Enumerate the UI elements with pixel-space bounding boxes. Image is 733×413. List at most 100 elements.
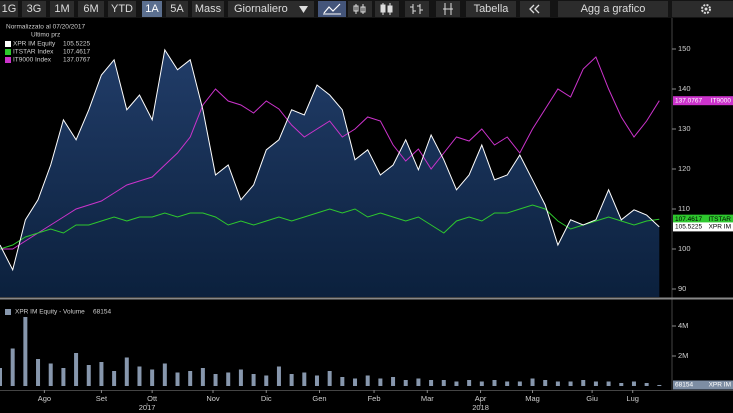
x-tick-label: Feb	[368, 394, 381, 403]
volume-bar	[289, 374, 294, 386]
collapse-button[interactable]	[520, 1, 550, 17]
ohlc-icon[interactable]	[348, 1, 372, 17]
range-button[interactable]: Mass	[192, 1, 224, 17]
y-tick-label: 120	[678, 164, 691, 173]
legend-swatch	[5, 57, 11, 63]
volume-bar	[10, 348, 15, 386]
tag-name: ITSTAR	[708, 216, 731, 223]
legend-title: Normalizzato al 07/20/2017	[6, 24, 86, 31]
volume-bar	[454, 381, 459, 386]
legend-label: IT9000 Index	[13, 57, 52, 64]
line	[0, 48, 660, 272]
volume-bar	[340, 377, 345, 386]
settings-button[interactable]	[672, 1, 733, 17]
volume-bar	[391, 377, 396, 386]
y-tick-label: 2M	[678, 351, 688, 360]
range-button[interactable]: 3G	[22, 1, 46, 17]
x-tick-label: Dic	[261, 394, 272, 403]
x-tick-label: Lug	[626, 394, 639, 403]
volume-bar	[23, 317, 28, 386]
legend-swatch	[5, 41, 11, 47]
volume-bar	[657, 384, 662, 386]
volume-bar	[365, 375, 370, 386]
bar-icon[interactable]	[405, 1, 429, 17]
x-tick-label: Mag	[525, 394, 540, 403]
volume-bar	[238, 369, 243, 386]
x-tick-label: Apr	[475, 394, 487, 403]
last-value-tag	[673, 214, 733, 224]
volume-bar	[403, 380, 408, 386]
range-button[interactable]: YTD	[108, 1, 136, 17]
volume-bar	[226, 372, 231, 386]
volume-bar	[327, 371, 332, 386]
add-to-chart-button[interactable]: Agg a grafico	[558, 1, 668, 17]
volume-bar	[213, 374, 218, 386]
x-tick-label: Ott	[147, 394, 158, 403]
line-chart-icon[interactable]	[318, 1, 346, 17]
x-tick-label: Ago	[38, 394, 51, 403]
volume-bar	[593, 381, 598, 386]
volume-bar	[302, 372, 307, 386]
dropdown-arrow	[299, 6, 308, 13]
last-value: 137.0767	[675, 97, 702, 104]
last-value-tag	[673, 222, 733, 232]
volume-bar	[112, 371, 117, 386]
volume-legend: XPR IM Equity - Volume	[15, 309, 85, 316]
volume-bar	[74, 353, 79, 386]
volume-bar	[137, 366, 142, 386]
volume-bar	[353, 378, 358, 386]
volume-legend-value: 68154	[93, 309, 111, 316]
legend-swatch	[5, 49, 11, 55]
range-button[interactable]: 1G	[0, 1, 18, 17]
legend-swatch	[5, 309, 11, 315]
period-dropdown[interactable]: Giornaliero	[228, 1, 314, 17]
y-tick-label: 4M	[678, 321, 688, 330]
volume-bar	[188, 371, 193, 386]
volume-bar	[568, 381, 573, 386]
candle-icon[interactable]	[375, 1, 399, 17]
x-tick-label: Set	[96, 394, 108, 403]
tag-name: XPR IM	[709, 382, 731, 389]
year-label: 2018	[472, 403, 489, 412]
volume-bar	[644, 383, 649, 386]
area	[0, 49, 660, 297]
volume-bar	[606, 381, 611, 386]
year-label: 2017	[139, 403, 156, 412]
volume-bar	[48, 363, 53, 386]
volume-bar	[492, 380, 497, 386]
tag-name: XPR IM	[709, 224, 731, 231]
volume-bar	[175, 372, 180, 386]
line	[0, 56, 660, 250]
y-tick-label: 100	[678, 244, 691, 253]
y-tick-label: 90	[678, 284, 686, 293]
volume-bar	[467, 380, 472, 386]
volume-bar	[162, 363, 167, 386]
range-icon[interactable]	[436, 1, 460, 17]
range-button[interactable]: 5A	[166, 1, 188, 17]
volume-bar	[36, 359, 41, 386]
volume-bar	[61, 368, 66, 386]
volume-bar	[429, 380, 434, 386]
y-tick-label: 140	[678, 84, 691, 93]
volume-bar	[264, 375, 269, 386]
last-value: 105.5225	[675, 224, 702, 231]
volume-bar	[631, 381, 636, 386]
last-value: 107.4617	[675, 216, 702, 223]
last-value-tag	[673, 380, 733, 390]
x-tick-label: Mar	[421, 394, 434, 403]
volume-bar	[543, 380, 548, 386]
x-tick-label: Nov	[206, 394, 220, 403]
volume-bar	[124, 357, 129, 386]
table-button[interactable]: Tabella	[466, 1, 516, 17]
range-button[interactable]: 1A	[142, 1, 162, 17]
volume-bar	[86, 365, 91, 386]
legend-value: 137.0767	[63, 57, 90, 64]
volume-bar	[530, 378, 535, 386]
legend-label: XPR IM Equity	[13, 41, 56, 48]
range-button[interactable]: 1M	[50, 1, 74, 17]
volume-bar	[0, 368, 2, 386]
volume-bar	[314, 375, 319, 386]
x-tick-label: Gen	[312, 394, 326, 403]
range-button[interactable]: 6M	[78, 1, 104, 17]
